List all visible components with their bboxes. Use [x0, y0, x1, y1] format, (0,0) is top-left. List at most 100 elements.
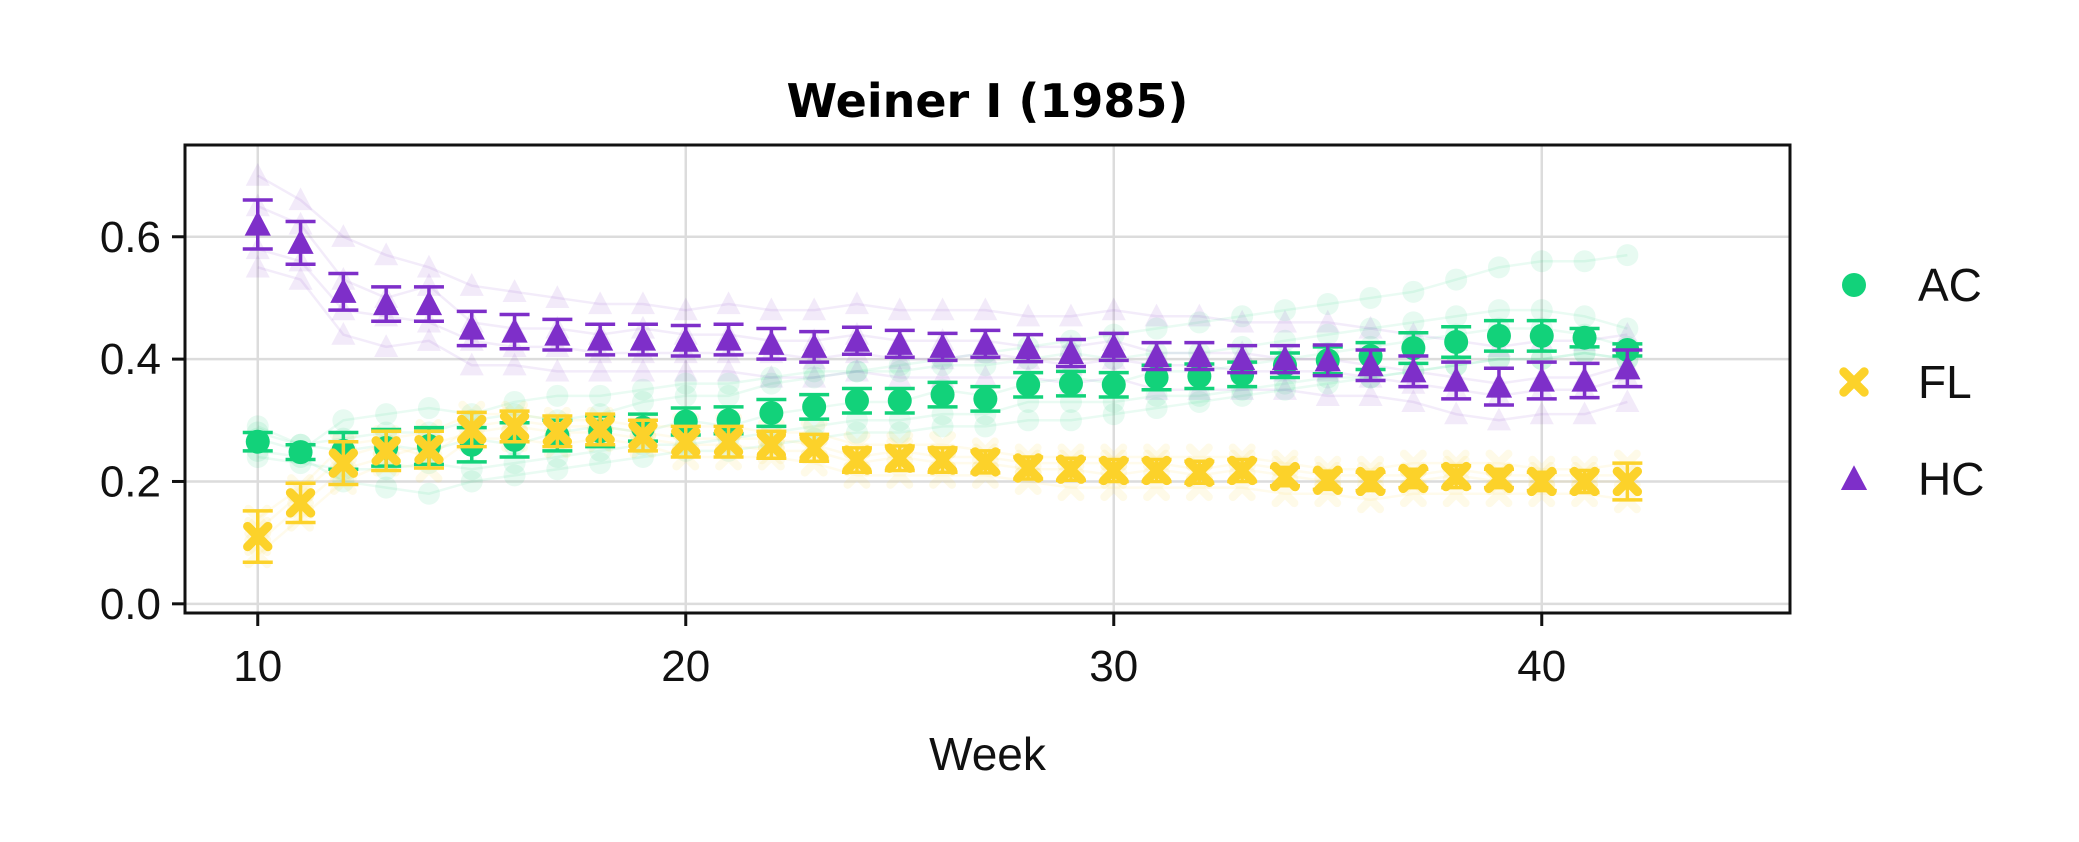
background-point	[332, 409, 355, 432]
data-point	[1484, 463, 1514, 494]
data-point	[457, 414, 487, 445]
background-point	[1316, 293, 1339, 316]
background-point	[888, 360, 911, 383]
background-point	[931, 415, 954, 438]
data-point	[542, 416, 573, 447]
data-point	[1443, 366, 1470, 392]
background-point	[630, 358, 655, 382]
background-point	[716, 358, 741, 382]
background-point	[759, 364, 784, 388]
data-point	[414, 434, 444, 465]
background-point	[503, 390, 526, 413]
background-point	[1487, 348, 1510, 371]
data-point	[245, 429, 270, 454]
background-point	[1017, 409, 1040, 432]
data-point	[1527, 466, 1557, 497]
background-point	[1144, 303, 1169, 327]
data-point	[1144, 365, 1169, 390]
background-point	[631, 390, 654, 413]
background-point	[1230, 309, 1255, 333]
background-point	[845, 421, 868, 444]
background-point	[1316, 366, 1339, 389]
background-point	[245, 254, 270, 278]
y-tick-label: 0.0	[100, 580, 161, 629]
data-point	[1441, 461, 1471, 492]
data-point	[1572, 325, 1597, 350]
background-point	[1016, 303, 1041, 327]
data-point	[1015, 334, 1042, 360]
background-point	[844, 358, 869, 382]
background-trace-line	[257, 266, 1628, 422]
y-tick-label: 0.6	[100, 213, 161, 262]
background-trace-line	[257, 351, 1628, 495]
data-point	[1100, 333, 1127, 358]
data-point	[930, 382, 955, 407]
background-point	[1058, 303, 1083, 327]
background-point	[288, 266, 313, 290]
background-point	[844, 291, 869, 315]
legend-marker	[1842, 273, 1866, 297]
background-point	[760, 366, 783, 389]
background-point	[1273, 299, 1296, 322]
background-point	[1486, 407, 1511, 431]
data-point	[415, 290, 443, 316]
background-traces	[244, 162, 1641, 569]
x-axis-label: Week	[929, 728, 1047, 780]
background-point	[589, 384, 612, 407]
background-point	[503, 464, 526, 487]
background-point	[417, 482, 440, 505]
data-point	[758, 330, 785, 355]
data-point	[1357, 351, 1384, 377]
background-point	[1231, 384, 1254, 407]
data-point	[1398, 463, 1429, 494]
data-point	[1529, 323, 1554, 348]
data-point	[328, 448, 359, 478]
background-point	[973, 364, 998, 388]
background-point	[545, 285, 570, 309]
background-point	[1572, 401, 1597, 425]
plot-frame	[183, 143, 1792, 615]
background-point	[1273, 378, 1296, 401]
background-point	[673, 358, 698, 382]
x-tick-label: 10	[233, 642, 282, 691]
data-point	[629, 325, 657, 351]
data-point	[287, 229, 314, 254]
background-point	[1401, 389, 1426, 413]
background-point	[1402, 311, 1425, 334]
data-point	[1101, 372, 1126, 397]
data-point	[1016, 372, 1041, 397]
data-point	[1314, 346, 1341, 372]
background-point	[1445, 268, 1468, 291]
data-point	[371, 436, 401, 466]
data-point	[715, 325, 742, 351]
background-trace-line	[257, 412, 1628, 520]
legend-label: HC	[1918, 453, 1984, 505]
data-point	[1143, 342, 1170, 368]
x-tick-label: 40	[1517, 642, 1566, 691]
data-point	[1400, 357, 1427, 383]
background-point	[1145, 317, 1168, 340]
data-point	[1528, 366, 1555, 392]
data-point	[1227, 455, 1257, 486]
background-point	[288, 187, 313, 211]
data-point	[927, 445, 958, 475]
data-point	[799, 433, 829, 463]
background-point	[803, 366, 826, 389]
data-point	[713, 427, 744, 457]
background-trace-line	[257, 351, 1628, 471]
data-point	[1141, 455, 1172, 486]
background-point	[1231, 305, 1254, 328]
data-point	[501, 317, 528, 343]
background-point	[717, 372, 740, 395]
background-point	[1616, 317, 1639, 340]
background-point	[375, 476, 398, 499]
data-point	[285, 488, 316, 518]
background-point	[588, 291, 613, 315]
data-point	[544, 320, 571, 346]
data-point	[1569, 466, 1600, 497]
data-point	[1229, 345, 1256, 371]
background-point	[588, 358, 613, 382]
background-point	[546, 458, 569, 481]
background-point	[1188, 384, 1211, 407]
